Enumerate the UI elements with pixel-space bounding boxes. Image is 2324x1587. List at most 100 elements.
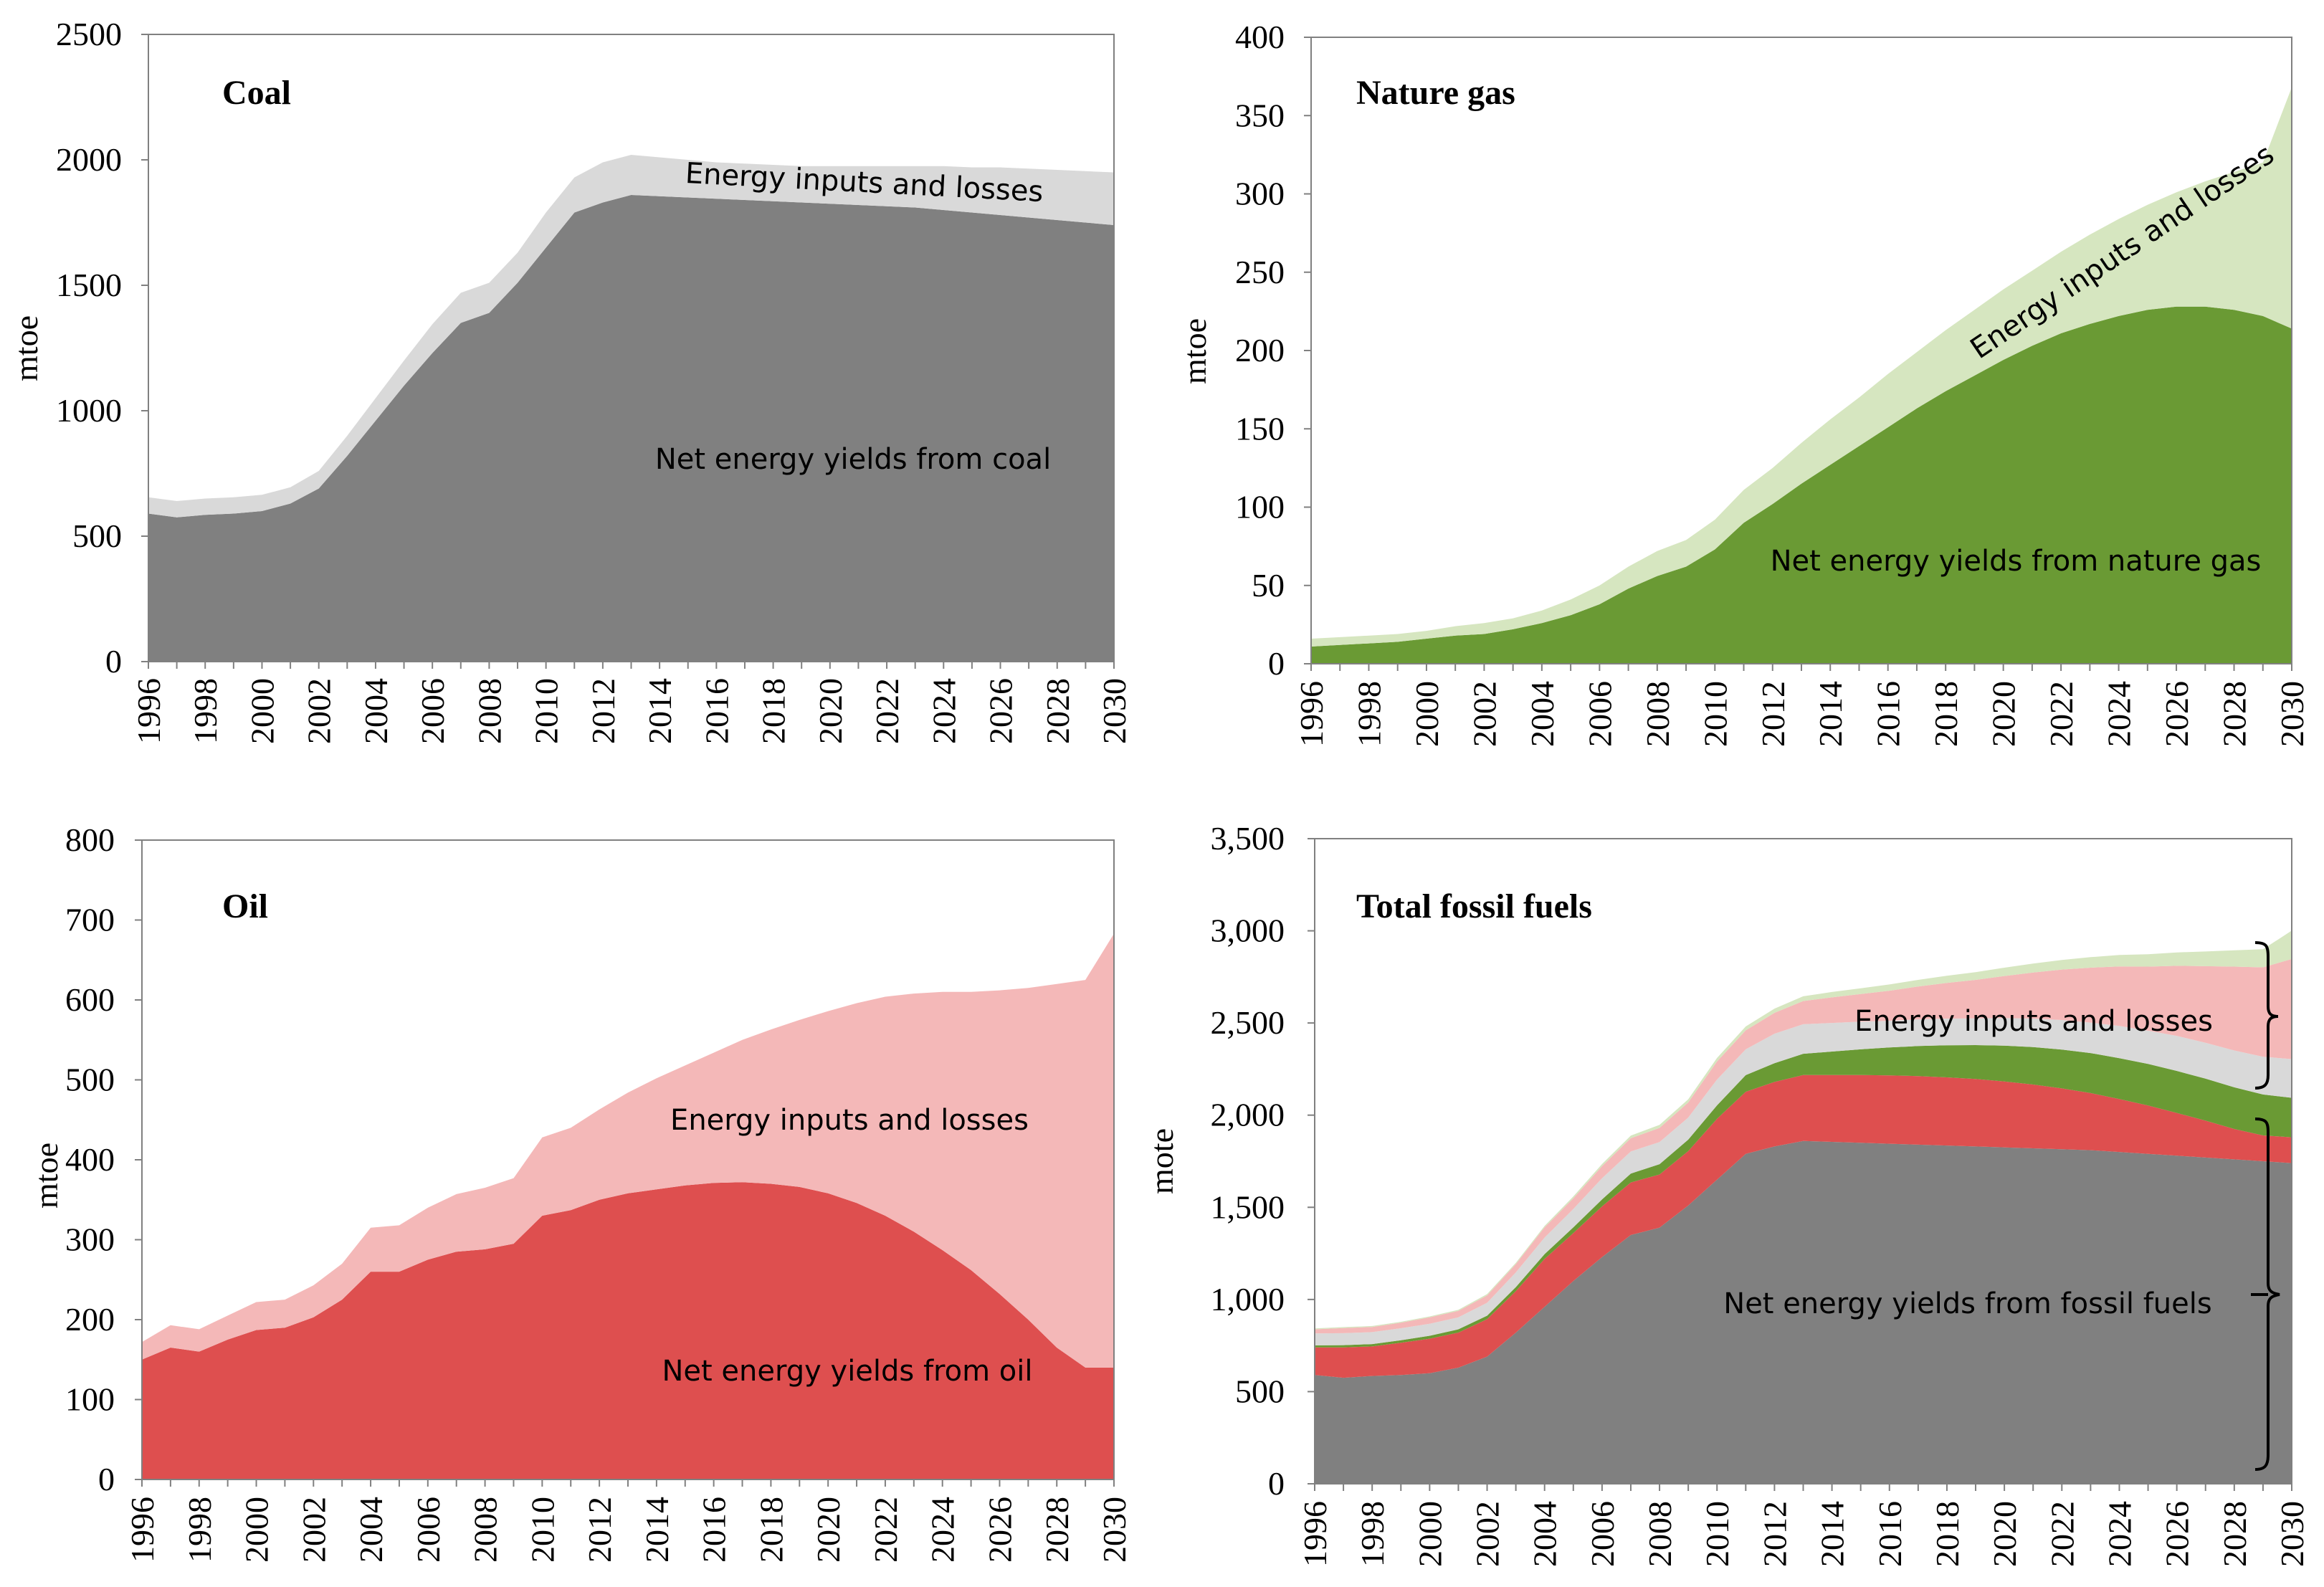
total-y-tick-label: 1,500 xyxy=(1211,1188,1285,1225)
coal-area-net-energy-yields-from-coal xyxy=(148,195,1114,662)
gas-y-tick-label: 300 xyxy=(1235,176,1285,212)
oil-net-annotation: Net energy yields from oil xyxy=(662,1355,1033,1388)
gas-y-tick-label: 150 xyxy=(1235,410,1285,447)
oil-y-tick-label: 800 xyxy=(65,821,115,858)
total-x-ticks: 1996 1998 2000 2002 2004 2006 2008 2010 2012 2014… xyxy=(1297,1484,2310,1567)
total-y-tick-label: 0 xyxy=(1268,1465,1285,1502)
total-x-tick-label: 2030 xyxy=(2274,1501,2310,1567)
oil-x-tick-label: 2004 xyxy=(353,1497,389,1563)
gas-net-annotation: Net energy yields from nature gas xyxy=(1771,545,2262,578)
gas-areas xyxy=(1311,87,2292,664)
gas-x-tick-label: 2004 xyxy=(1524,681,1561,747)
oil-x-tick-label: 2008 xyxy=(467,1497,504,1563)
gas-y-tick-label: 400 xyxy=(1235,19,1285,55)
oil-x-tick-label: 2020 xyxy=(810,1497,847,1563)
coal-x-tick-label: 2022 xyxy=(869,678,905,744)
gas-x-tick-label: 1998 xyxy=(1351,681,1388,747)
total-x-tick-label: 2018 xyxy=(1929,1501,1966,1567)
total-x-tick-label: 2012 xyxy=(1756,1501,1793,1567)
coal-x-tick-label: 2014 xyxy=(642,678,678,744)
gas-panel: 0 50 100 150 200 250 300 350 400 1996 1998 2000 200… xyxy=(1176,19,2310,747)
total-x-tick-label: 2016 xyxy=(1872,1501,1908,1567)
oil-y-tick-label: 500 xyxy=(65,1062,115,1098)
coal-x-tick-label: 1998 xyxy=(187,678,224,744)
oil-y-tick-label: 0 xyxy=(98,1461,115,1497)
gas-x-tick-label: 2022 xyxy=(2043,681,2080,747)
total-y-tick-label: 3,000 xyxy=(1211,912,1285,949)
oil-y-tick-label: 200 xyxy=(65,1301,115,1338)
coal-area-energy-inputs-and-losses xyxy=(148,155,1114,518)
gas-x-tick-label: 2018 xyxy=(1928,681,1964,747)
oil-x-tick-label: 2028 xyxy=(1039,1497,1075,1563)
oil-panel-title: Oil xyxy=(222,887,268,925)
total-x-tick-label: 2008 xyxy=(1642,1501,1678,1567)
coal-x-tick-label: 2030 xyxy=(1096,678,1133,744)
coal-y-tick-label: 500 xyxy=(72,518,122,554)
total-losses-annotation: Energy inputs and losses xyxy=(1854,1005,2213,1038)
coal-y-ticks: 0 500 1000 1500 2000 2500 xyxy=(56,16,148,680)
gas-x-tick-label: 2008 xyxy=(1639,681,1676,747)
coal-x-tick-label: 1996 xyxy=(130,678,167,744)
oil-x-tick-label: 2010 xyxy=(524,1497,561,1563)
gas-x-tick-label: 2014 xyxy=(1812,681,1849,747)
gas-x-tick-label: 2012 xyxy=(1755,681,1791,747)
oil-x-tick-label: 2000 xyxy=(239,1497,275,1563)
total-y-ticks: 0 500 1,000 1,500 2,000 2,500 3,000 3,500 xyxy=(1211,820,1315,1502)
total-panel-title: Total fossil fuels xyxy=(1356,887,1592,925)
oil-x-tick-label: 2014 xyxy=(639,1497,675,1563)
coal-x-tick-label: 2016 xyxy=(698,678,735,744)
total-x-tick-label: 2004 xyxy=(1527,1501,1563,1567)
coal-x-tick-label: 2008 xyxy=(471,678,508,744)
total-x-tick-label: 2000 xyxy=(1411,1501,1448,1567)
coal-x-tick-label: 2028 xyxy=(1039,678,1076,744)
oil-x-tick-label: 2016 xyxy=(696,1497,733,1563)
oil-x-tick-label: 1996 xyxy=(124,1497,161,1563)
gas-x-tick-label: 2016 xyxy=(1870,681,1907,747)
total-x-tick-label: 2022 xyxy=(2044,1501,2080,1567)
oil-x-tick-label: 2012 xyxy=(581,1497,618,1563)
coal-panel-title: Coal xyxy=(222,74,291,112)
oil-y-tick-label: 600 xyxy=(65,981,115,1018)
coal-x-tick-label: 2020 xyxy=(812,678,849,744)
coal-x-tick-label: 2012 xyxy=(585,678,622,744)
gas-y-tick-label: 350 xyxy=(1235,97,1285,133)
oil-areas xyxy=(142,933,1114,1479)
coal-x-tick-label: 2004 xyxy=(358,678,394,744)
gas-y-ticks: 0 50 100 150 200 250 300 350 400 xyxy=(1235,19,1311,682)
coal-y-tick-label: 1500 xyxy=(56,267,122,303)
total-y-tick-label: 2,500 xyxy=(1211,1004,1285,1041)
gas-x-tick-label: 2020 xyxy=(1986,681,2022,747)
oil-y-tick-label: 100 xyxy=(65,1381,115,1418)
gas-x-tick-label: 1996 xyxy=(1293,681,1330,747)
coal-areas xyxy=(148,155,1114,662)
total-area-oil-inputs-and-losses xyxy=(1315,958,2292,1334)
total-area-coal-inputs-and-losses xyxy=(1315,1018,2292,1345)
oil-y-tick-label: 400 xyxy=(65,1141,115,1178)
oil-x-ticks: 1996 1998 2000 2002 2004 2006 2008 2010 2012 2014… xyxy=(124,1479,1133,1563)
gas-x-tick-label: 2006 xyxy=(1581,681,1618,747)
gas-x-tick-label: 2010 xyxy=(1697,681,1733,747)
total-losses-brace xyxy=(2254,941,2279,1090)
gas-y-tick-label: 250 xyxy=(1235,254,1285,290)
total-x-tick-label: 2026 xyxy=(2159,1501,2196,1567)
coal-x-tick-label: 2024 xyxy=(925,678,962,744)
gas-x-tick-label: 2028 xyxy=(2216,681,2253,747)
coal-x-tick-label: 2026 xyxy=(983,678,1019,744)
oil-y-tick-label: 700 xyxy=(65,902,115,938)
coal-y-tick-label: 2000 xyxy=(56,141,122,178)
total-x-tick-label: 2020 xyxy=(1986,1501,2023,1567)
coal-y-tick-label: 2500 xyxy=(56,16,122,52)
total-areas xyxy=(1315,930,2292,1484)
oil-x-tick-label: 1998 xyxy=(181,1497,218,1563)
coal-y-tick-label: 1000 xyxy=(56,392,122,429)
gas-y-tick-label: 0 xyxy=(1268,645,1285,682)
total-x-tick-label: 2002 xyxy=(1470,1501,1506,1567)
oil-y-ticks: 0 100 200 300 400 500 600 700 800 xyxy=(65,821,142,1497)
oil-x-tick-label: 2024 xyxy=(925,1497,961,1563)
total-net-annotation: Net energy yields from fossil fuels xyxy=(1723,1287,2211,1320)
gas-panel-title: Nature gas xyxy=(1356,74,1515,112)
total-x-tick-label: 2024 xyxy=(2102,1501,2138,1567)
coal-panel: 0 500 1000 1500 2000 2500 1996 1998 2000 2002 200… xyxy=(8,16,1133,744)
oil-x-tick-label: 2026 xyxy=(982,1497,1019,1563)
